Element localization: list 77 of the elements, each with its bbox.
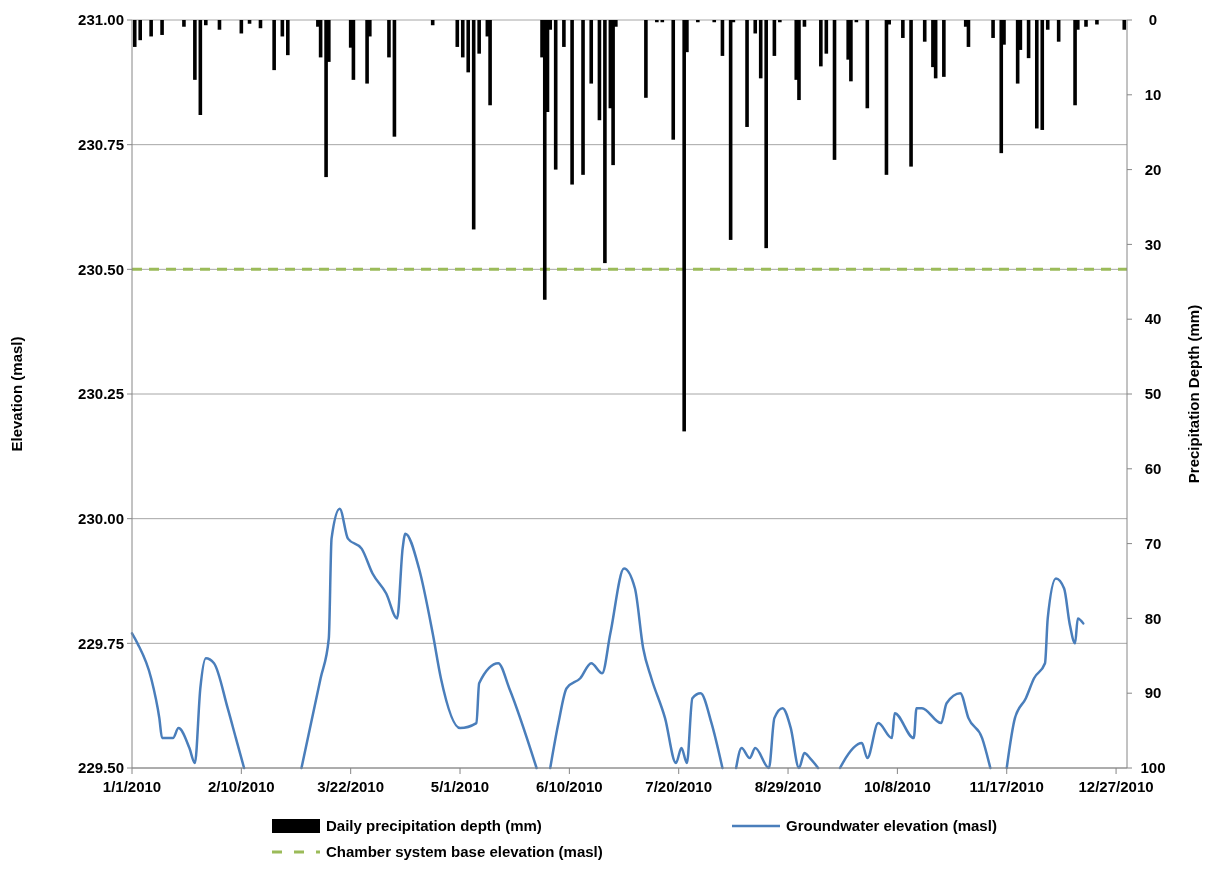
bar [849, 20, 853, 82]
bar [581, 20, 585, 175]
legend-label: Groundwater elevation (masl) [786, 817, 997, 835]
y2-tick-label: 70 [1144, 534, 1162, 552]
bar [589, 20, 594, 84]
x-tick-label: 2/10/2010 [207, 778, 275, 795]
y2-tick-label: 50 [1144, 385, 1162, 403]
bar [1095, 20, 1099, 25]
bar [991, 20, 995, 38]
bar [922, 20, 927, 42]
y-axis-title: Elevation (masl) [8, 336, 25, 452]
bar [778, 20, 782, 23]
legend-label: Daily precipitation depth (mm) [326, 817, 542, 835]
bar [909, 20, 913, 167]
bar [1073, 20, 1077, 106]
bar [570, 20, 574, 185]
bar [611, 20, 615, 166]
bar [1084, 20, 1088, 27]
bar [182, 20, 186, 27]
x-tick-label: 8/29/2010 [754, 778, 822, 795]
bar [603, 20, 607, 264]
bar [644, 20, 648, 98]
bar [387, 20, 391, 58]
x-tick-label: 1/1/2010 [102, 778, 162, 795]
x-tick-label: 10/8/2010 [864, 778, 931, 795]
bar [455, 20, 460, 47]
bar [365, 20, 369, 84]
bar [696, 20, 700, 23]
bar [247, 20, 252, 24]
bar [488, 20, 492, 106]
bar [942, 20, 946, 77]
y2-tick-label: 40 [1144, 310, 1162, 328]
bar [542, 20, 547, 300]
bar [1045, 20, 1050, 30]
y-tick-label: 231.00 [78, 11, 124, 29]
bar [562, 20, 566, 47]
bar [149, 20, 153, 37]
bar [193, 20, 197, 80]
y2-tick-label: 0 [1148, 11, 1158, 29]
y-tick-label: 230.25 [78, 385, 124, 403]
x-tick-label: 3/22/2010 [317, 778, 385, 795]
bar [797, 20, 801, 101]
bar [753, 20, 758, 34]
bar [901, 20, 905, 38]
bar [324, 20, 328, 178]
y2-tick-label: 30 [1144, 235, 1162, 253]
y2-tick-label: 20 [1144, 160, 1162, 178]
bar [682, 20, 686, 432]
y-tick-label: 229.50 [78, 759, 124, 777]
bar [272, 20, 276, 71]
bar [1122, 20, 1127, 30]
bar [671, 20, 676, 140]
y2-tick-label: 90 [1144, 684, 1162, 702]
x-tick-label: 7/20/2010 [645, 778, 713, 795]
bar [712, 20, 717, 23]
y2-tick-label: 60 [1144, 460, 1162, 478]
y2-axis-title: Precipitation Depth (mm) [1185, 304, 1202, 484]
y-tick-label: 230.00 [78, 509, 124, 527]
y2-tick-label: 100 [1140, 759, 1166, 777]
bar [477, 20, 481, 54]
y-tick-label: 229.75 [78, 634, 124, 652]
bar [286, 20, 290, 56]
bar [655, 20, 659, 23]
y-tick-label: 230.75 [78, 135, 124, 153]
bar [999, 20, 1004, 154]
y2-tick-label: 10 [1144, 86, 1162, 104]
x-tick-label: 12/27/2010 [1078, 778, 1154, 795]
legend-label: Chamber system base elevation (masl) [326, 843, 603, 861]
x-tick-label: 11/17/2010 [969, 778, 1044, 795]
bar [745, 20, 749, 127]
bar [160, 20, 164, 35]
bar [819, 20, 823, 67]
y-tick-label: 230.50 [78, 260, 124, 278]
x-tick-label: 5/1/2010 [430, 778, 490, 795]
x-tick-label: 6/10/2010 [536, 778, 603, 795]
y2-tick-label: 80 [1144, 609, 1162, 627]
bar [204, 20, 208, 26]
